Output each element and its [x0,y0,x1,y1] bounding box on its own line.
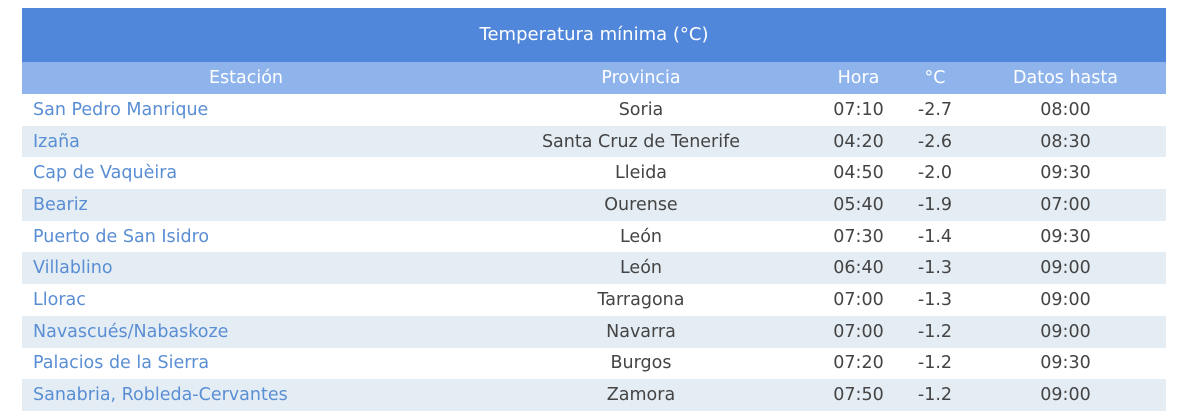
table-row: Beariz Ourense 05:40 -1.9 07:00 [22,189,1166,221]
table-cell: 06:40 [812,252,905,285]
station-link[interactable]: Navascués/Nabaskoze [22,315,470,348]
table-cell: 08:30 [965,125,1166,158]
table-cell: Soria [618,99,664,120]
table-cell: León [619,226,662,247]
table-row: Puerto de San Isidro León 07:30 -1.4 09:30 [22,221,1166,253]
table-cell: -1.9 [905,189,965,221]
table-cell: -2.0 [917,163,953,184]
table-cell: -1.3 [917,289,953,310]
table-cell: -1.3 [905,252,965,285]
table-cell: -1.4 [917,226,953,247]
table-cell: -1.2 [905,379,965,411]
column-header: Estación [22,62,470,94]
table-cell: Tarragona [597,289,685,310]
station-link[interactable]: Llorac [33,289,86,310]
table-cell: 09:30 [1040,353,1091,374]
table-cell: 09:00 [965,315,1166,348]
table-cell: 07:20 [833,353,884,374]
station-link[interactable]: Palacios de la Sierra [33,353,210,374]
table-row: Izaña Santa Cruz de Tenerife 04:20 -2.6 08:3… [22,125,1166,158]
table-cell: 04:20 [812,125,905,158]
station-link[interactable]: Izaña [22,125,470,158]
table-row: San Pedro Manrique Soria 07:10 -2.7 08:00 [22,94,1166,126]
table-row: Llorac Tarragona 07:00 -1.3 09:00 [22,284,1166,316]
column-header: Provincia [470,62,812,94]
table-cell: Navarra [470,315,812,348]
table-cell: 09:00 [1040,289,1091,310]
table-cell: 07:50 [812,379,905,411]
table-cell: -1.2 [905,315,965,348]
table-panel: Temperatura mínima (°C) Estación Provinci… [22,8,1166,411]
table-cell: León [470,252,812,285]
table-cell: 09:30 [1040,163,1091,184]
table-body: San Pedro Manrique Soria 07:10 -2.7 08:00 Iza… [22,94,1166,411]
station-link[interactable]: Beariz [22,189,470,221]
column-header: Hora [812,62,905,94]
table-row: Villablino León 06:40 -1.3 09:00 [22,252,1166,285]
table-title: Temperatura mínima (°C) [22,8,1166,62]
table-cell: -2.6 [905,125,965,158]
table-row: Cap de Vaquèira Lleida 04:50 -2.0 09:30 [22,157,1166,189]
table-row: Sanabria, Robleda-Cervantes Zamora 07:50 -1… [22,379,1166,411]
table-row: Palacios de la Sierra Burgos 07:20 -1.2 09:3… [22,348,1166,380]
column-header: Datos hasta [965,62,1166,94]
table-cell: -1.2 [917,353,953,374]
table-cell: Santa Cruz de Tenerife [470,125,812,158]
header-row: Estación Provincia Hora °C Datos hasta [22,62,1166,94]
table-cell: 07:00 [833,289,884,310]
station-link[interactable]: Cap de Vaquèira [33,163,178,184]
table-cell: Burgos [610,353,672,374]
table-cell: 09:00 [965,252,1166,285]
table-cell: 04:50 [833,163,884,184]
station-link[interactable]: Puerto de San Isidro [33,226,210,247]
table-cell: 07:10 [833,99,884,120]
table-cell: -2.7 [917,99,953,120]
table-cell: 07:00 [812,315,905,348]
table: Estación Provincia Hora °C Datos hasta San P… [22,62,1166,411]
column-header: °C [905,62,965,94]
table-row: Navascués/Nabaskoze Navarra 07:00 -1.2 09:00 [22,315,1166,348]
station-link[interactable]: San Pedro Manrique [33,99,209,120]
table-cell: Zamora [470,379,812,411]
table-cell: 08:00 [1040,99,1091,120]
table-cell: Ourense [470,189,812,221]
table-cell: 09:30 [1040,226,1091,247]
table-cell: Lleida [614,163,668,184]
station-link[interactable]: Villablino [22,252,470,285]
table-cell: 05:40 [812,189,905,221]
table-cell: 07:30 [833,226,884,247]
table-cell: 07:00 [965,189,1166,221]
station-link[interactable]: Sanabria, Robleda-Cervantes [22,379,470,411]
table-cell: 09:00 [965,379,1166,411]
